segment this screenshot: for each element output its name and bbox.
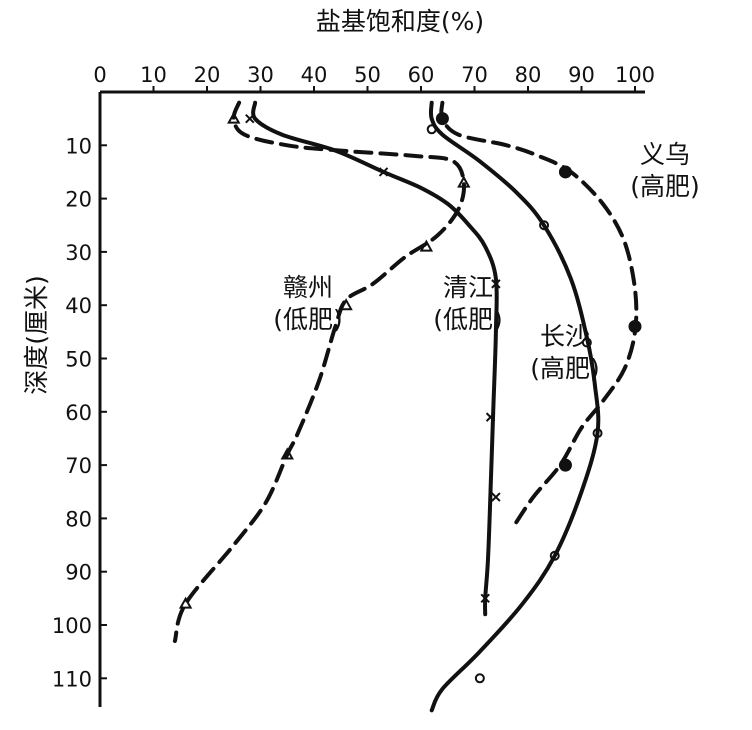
series-line xyxy=(428,100,601,713)
data-point-x xyxy=(378,167,389,177)
x-stroke xyxy=(485,412,496,422)
y-axis-title: 深度(厘米) xyxy=(22,275,51,395)
x-tick-label: 50 xyxy=(354,63,381,87)
curve-labels: 赣州 (低肥) 清江 (低肥) 长沙 (高肥) 义乌 (高肥) xyxy=(273,140,700,383)
series-line xyxy=(439,100,639,532)
data-point-x xyxy=(491,492,501,502)
x-tick-label: 40 xyxy=(301,63,328,87)
series-4 xyxy=(435,100,642,532)
x-tick-label: 80 xyxy=(515,63,542,87)
y-tick-label: 90 xyxy=(65,561,92,585)
y-tick-label: 110 xyxy=(52,667,92,691)
y-tick-label: 10 xyxy=(65,134,92,158)
data-point-circle xyxy=(426,124,437,135)
series-3 xyxy=(426,100,603,713)
y-tick-label: 100 xyxy=(52,614,92,638)
y-tick-label: 40 xyxy=(65,294,92,318)
data-point-triangle xyxy=(227,111,241,124)
x-axis-title: 盐基饱和度(%) xyxy=(316,7,484,36)
data-point-triangle xyxy=(178,596,193,609)
x-stroke xyxy=(378,167,389,177)
x-tick-labels: 0 10 20 30 40 50 60 70 80 90 100 xyxy=(93,63,655,87)
curve-label-1: 赣州 (低肥) xyxy=(273,273,343,334)
curve-label-line: (低肥) xyxy=(273,305,343,334)
data-point-triangle xyxy=(339,298,353,311)
x-tick-label: 90 xyxy=(568,63,595,87)
data-point-triangle xyxy=(419,239,434,252)
data-point-dot xyxy=(558,458,572,472)
data-point-x xyxy=(485,412,496,422)
x-tick-label: 60 xyxy=(408,63,435,87)
curve-label-3: 长沙 (高肥) xyxy=(530,322,600,383)
data-point-dot xyxy=(628,320,642,334)
y-tick-labels: 10 20 30 40 50 60 70 80 90 100 110 xyxy=(52,134,92,691)
data-point-triangle xyxy=(280,447,294,460)
y-tick-label: 70 xyxy=(65,454,92,478)
x-stroke xyxy=(245,113,255,124)
series-line xyxy=(172,100,467,643)
data-point-dot xyxy=(435,112,449,126)
curve-label-line: 赣州 xyxy=(283,273,333,302)
y-tick-label: 80 xyxy=(65,507,92,531)
x-stroke xyxy=(491,492,501,502)
x-stroke xyxy=(491,279,501,289)
curve-label-line: 长沙 xyxy=(540,322,590,351)
y-tick-label: 20 xyxy=(65,188,92,212)
data-point-circle xyxy=(581,337,592,348)
data-point-x xyxy=(245,113,255,124)
x-tick-label: 20 xyxy=(194,63,221,87)
curve-label-line: 清江 xyxy=(443,273,493,302)
x-tick-label: 30 xyxy=(247,63,274,87)
x-tick-label: 70 xyxy=(461,63,488,87)
y-tick-label: 50 xyxy=(65,348,92,372)
x-tick-label: 0 xyxy=(93,63,106,87)
data-point-circle xyxy=(549,550,560,561)
data-point-dot xyxy=(558,165,572,179)
series-layer xyxy=(172,100,642,713)
x-tick-label: 10 xyxy=(140,63,167,87)
x-tick-label: 100 xyxy=(615,63,655,87)
data-point-triangle xyxy=(457,175,471,188)
axes xyxy=(98,86,645,707)
curve-label-line: 义乌 xyxy=(640,140,690,169)
data-point-x xyxy=(491,279,501,289)
curve-label-line: (低肥) xyxy=(433,305,503,334)
x-stroke xyxy=(480,593,490,604)
y-tick-label: 30 xyxy=(65,241,92,265)
data-point-circle xyxy=(474,673,485,684)
curve-label-line: (高肥) xyxy=(630,172,700,201)
data-point-circle xyxy=(539,220,550,231)
series-2 xyxy=(245,100,501,617)
series-line xyxy=(251,100,499,617)
y-tick-label: 60 xyxy=(65,401,92,425)
data-point-x xyxy=(480,593,490,604)
curve-label-2: 清江 (低肥) xyxy=(433,273,503,334)
curve-label-4: 义乌 (高肥) xyxy=(630,140,700,201)
data-point-circle xyxy=(592,428,603,439)
series-1 xyxy=(172,100,471,643)
curve-label-line: (高肥) xyxy=(530,354,600,383)
